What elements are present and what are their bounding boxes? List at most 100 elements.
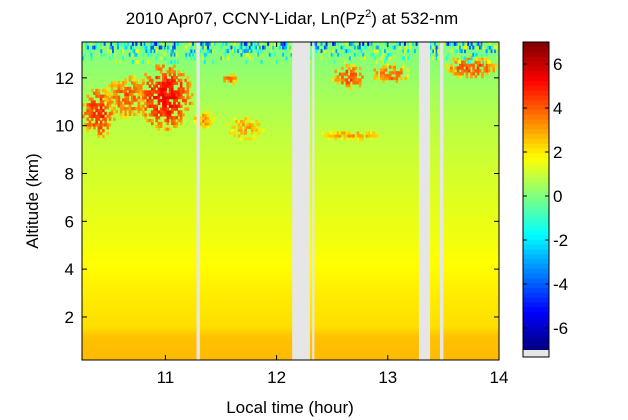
cloud-cell <box>168 116 172 120</box>
cloud-cell <box>124 115 127 119</box>
cloud-cell <box>133 95 136 99</box>
noise-cell <box>393 56 396 61</box>
noise-cell <box>477 49 480 54</box>
heatmap-row <box>82 350 499 354</box>
cloud-cell <box>135 112 138 117</box>
data-gap <box>292 42 310 360</box>
cloud-cell <box>244 128 247 132</box>
cloud-cell <box>175 90 179 94</box>
cloud-cell <box>483 66 487 70</box>
cloud-cell <box>257 128 261 132</box>
cloud-cell <box>142 104 145 108</box>
cloud-cell <box>95 94 98 98</box>
cloud-cell <box>237 128 241 132</box>
colorbar-band <box>523 191 549 197</box>
cloud-cell <box>402 65 405 69</box>
cloud-cell <box>99 94 103 98</box>
cloud-cell <box>104 117 107 121</box>
noise-cell <box>152 45 155 50</box>
cloud-cell <box>485 66 489 70</box>
noise-cell <box>478 45 481 50</box>
cloud-cell <box>332 134 335 138</box>
heatmap-row <box>82 331 499 335</box>
cloud-cell <box>393 62 396 66</box>
noise-cell <box>377 49 380 54</box>
cloud-cell <box>97 94 101 98</box>
cloud-cell <box>148 75 152 80</box>
cloud-cell <box>106 100 110 104</box>
cloud-cell <box>170 110 174 114</box>
x-tick-label: 14 <box>490 368 509 387</box>
noise-cell <box>450 49 453 54</box>
noise-cell <box>432 49 435 54</box>
cloud-cell <box>341 81 344 85</box>
cloud-cell <box>485 72 489 76</box>
noise-cell <box>258 45 261 50</box>
cloud-cell <box>119 112 123 117</box>
cloud-cell <box>162 73 165 77</box>
noise-cell <box>123 42 126 46</box>
noise-cell <box>412 45 415 50</box>
noise-cell <box>337 52 340 57</box>
colorbar-tick-label: -6 <box>553 319 568 338</box>
noise-cell <box>240 49 243 54</box>
cloud-cell <box>97 134 101 139</box>
cloud-cell <box>122 104 125 108</box>
cloud-cell <box>110 86 114 91</box>
cloud-cell <box>336 134 340 138</box>
cloud-cell <box>352 81 355 85</box>
cloud-cell <box>393 65 396 69</box>
noise-cell <box>150 52 153 57</box>
heatmap-background-layers <box>82 42 499 360</box>
noise-cell <box>330 52 333 57</box>
cloud-cell <box>162 81 165 85</box>
cloud-cell <box>117 98 121 102</box>
noise-cell <box>115 42 118 46</box>
cloud-cell <box>188 101 192 106</box>
cloud-cell <box>115 81 118 85</box>
cloud-cell <box>166 93 170 97</box>
cloud-cell <box>159 98 163 103</box>
cloud-cell <box>186 75 190 80</box>
noise-cell <box>330 59 333 64</box>
colorbar-band <box>523 330 549 337</box>
cloud-cell <box>232 82 235 86</box>
noise-cell <box>153 42 156 46</box>
noise-cell <box>120 42 123 46</box>
cloud-cell <box>130 109 134 114</box>
cloud-cell <box>90 103 94 107</box>
noise-cell <box>355 42 358 46</box>
noise-cell <box>435 45 438 50</box>
colorbar-band <box>523 99 549 106</box>
noise-cell <box>240 45 243 50</box>
cloud-cell <box>150 90 154 94</box>
colorbar-band <box>523 94 549 101</box>
noise-cell <box>405 56 408 61</box>
cloud-cell <box>108 104 112 108</box>
cloud-cell <box>106 126 110 130</box>
cloud-cell <box>393 68 396 72</box>
noise-cell <box>250 42 253 46</box>
noise-cell <box>452 42 455 46</box>
noise-cell <box>372 52 375 57</box>
cloud-cell <box>135 86 138 91</box>
cloud-cell <box>124 89 127 94</box>
noise-cell <box>147 52 150 57</box>
cloud-cell <box>164 96 167 100</box>
cloud-cell <box>352 66 355 71</box>
cloud-cell <box>248 125 252 129</box>
cloud-cell <box>343 137 346 141</box>
cloud-cell <box>173 98 176 103</box>
noise-cell <box>332 52 335 57</box>
cloud-cell <box>354 72 358 76</box>
noise-cell <box>477 42 480 46</box>
cloud-cell <box>234 76 237 80</box>
noise-cell <box>497 42 499 46</box>
cloud-cell <box>150 104 154 108</box>
noise-cell <box>438 45 441 50</box>
cloud-cell <box>237 122 241 127</box>
cloud-cell <box>108 123 112 127</box>
cloud-cell <box>88 123 92 127</box>
cloud-cell <box>135 84 138 88</box>
cloud-cell <box>177 87 181 91</box>
